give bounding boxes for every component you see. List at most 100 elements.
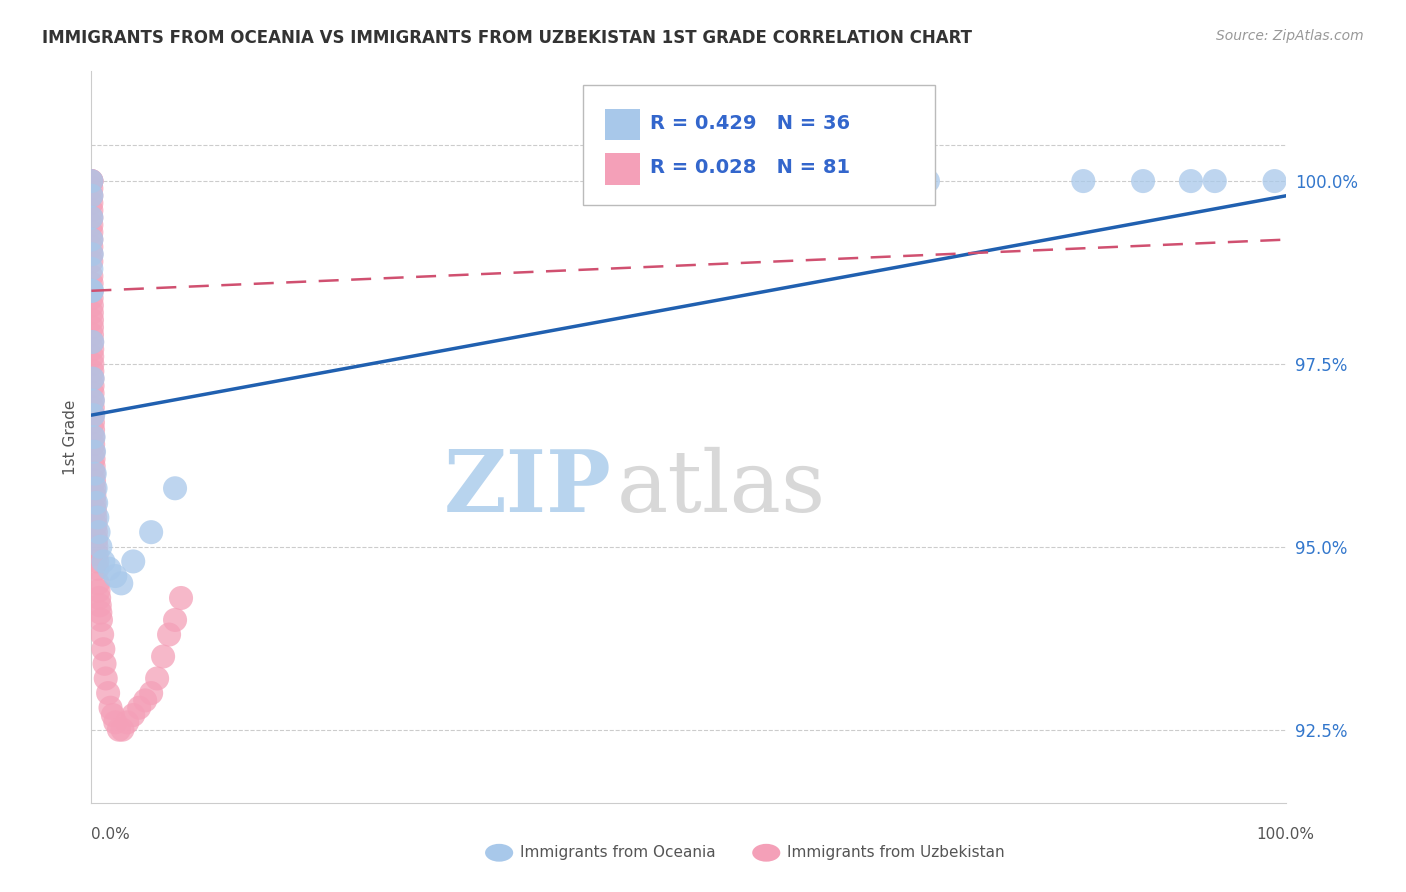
Point: [80, 233, 103, 247]
Point: [122, 708, 145, 723]
Text: 0.0%: 0.0%: [91, 827, 131, 841]
Point: [87, 525, 110, 540]
Point: [80, 306, 103, 320]
Y-axis label: 1st Grade: 1st Grade: [62, 400, 77, 475]
Point: [82, 437, 104, 451]
Point: [82, 408, 104, 422]
Point: [80, 174, 103, 188]
Point: [89, 606, 111, 620]
Text: 100.0%: 100.0%: [1257, 827, 1315, 841]
Point: [108, 723, 131, 737]
Text: Immigrants from Oceania: Immigrants from Oceania: [520, 846, 716, 860]
Point: [83, 452, 105, 467]
Point: [82, 371, 104, 385]
Point: [82, 357, 104, 371]
Point: [80, 284, 103, 298]
Point: [90, 613, 112, 627]
Point: [80, 188, 103, 202]
Point: [82, 393, 104, 408]
Point: [128, 700, 150, 714]
Point: [170, 591, 193, 605]
Point: [82, 350, 104, 364]
Point: [80, 320, 103, 334]
Point: [83, 444, 105, 458]
Point: [157, 627, 180, 641]
Point: [80, 240, 103, 254]
Point: [82, 343, 104, 357]
Point: [93, 554, 114, 568]
Point: [141, 525, 162, 540]
Point: [93, 657, 115, 671]
Point: [80, 247, 103, 261]
Text: R = 0.429   N = 36: R = 0.429 N = 36: [650, 113, 849, 133]
Point: [82, 379, 104, 393]
Point: [93, 642, 114, 657]
Point: [83, 489, 105, 503]
Point: [84, 533, 107, 547]
Point: [80, 174, 103, 188]
Point: [134, 693, 156, 707]
Point: [83, 481, 105, 495]
Point: [89, 599, 111, 613]
Point: [83, 430, 105, 444]
Point: [917, 174, 939, 188]
Point: [98, 562, 121, 576]
Point: [104, 569, 127, 583]
Text: R = 0.028   N = 81: R = 0.028 N = 81: [650, 158, 849, 178]
Point: [86, 510, 108, 524]
Point: [80, 247, 103, 261]
Point: [80, 254, 103, 268]
Point: [689, 174, 711, 188]
Text: IMMIGRANTS FROM OCEANIA VS IMMIGRANTS FROM UZBEKISTAN 1ST GRADE CORRELATION CHAR: IMMIGRANTS FROM OCEANIA VS IMMIGRANTS FR…: [42, 29, 972, 46]
Point: [94, 672, 117, 686]
Point: [82, 364, 104, 378]
Point: [80, 327, 103, 342]
Point: [110, 576, 132, 591]
Point: [1071, 174, 1094, 188]
Point: [80, 218, 103, 232]
Point: [80, 211, 103, 225]
Point: [82, 334, 104, 349]
Text: atlas: atlas: [617, 447, 827, 530]
Point: [80, 181, 103, 195]
Point: [880, 174, 903, 188]
Point: [115, 715, 138, 730]
Point: [80, 233, 103, 247]
Point: [86, 540, 108, 554]
Point: [97, 686, 120, 700]
Point: [82, 430, 104, 444]
Point: [80, 203, 103, 218]
Point: [80, 313, 103, 327]
Point: [91, 627, 114, 641]
Point: [1132, 174, 1154, 188]
Point: [84, 525, 107, 540]
Point: [83, 467, 105, 481]
Point: [101, 708, 124, 723]
Point: [152, 649, 174, 664]
Point: [1264, 174, 1286, 188]
Point: [84, 481, 107, 495]
Point: [86, 547, 108, 561]
Point: [80, 284, 103, 298]
Point: [80, 174, 103, 188]
Point: [80, 188, 103, 202]
Point: [86, 554, 108, 568]
Point: [80, 174, 103, 188]
Point: [82, 386, 104, 401]
Point: [82, 444, 104, 458]
Point: [146, 672, 169, 686]
Point: [80, 277, 103, 291]
Point: [80, 225, 103, 239]
Point: [80, 196, 103, 211]
Point: [84, 496, 107, 510]
Point: [141, 686, 162, 700]
Point: [84, 517, 107, 532]
Point: [82, 401, 104, 415]
Point: [111, 723, 134, 737]
Text: Immigrants from Uzbekistan: Immigrants from Uzbekistan: [787, 846, 1005, 860]
Point: [87, 583, 110, 598]
Point: [80, 284, 103, 298]
Point: [82, 393, 104, 408]
Point: [80, 269, 103, 284]
Point: [666, 174, 689, 188]
